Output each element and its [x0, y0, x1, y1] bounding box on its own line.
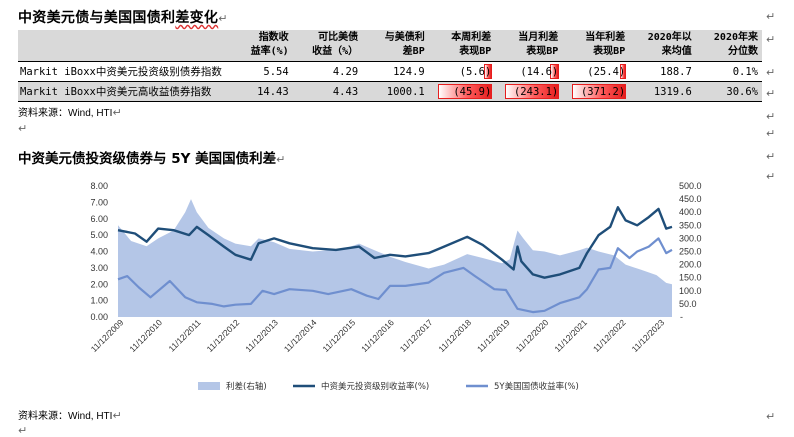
ytd-change-cell: (371.2)	[562, 81, 630, 102]
percentile-cell: 0.1%	[695, 61, 762, 82]
y-right-tick-label: 300.0	[679, 233, 702, 243]
legend-swatch	[198, 382, 220, 390]
yield-cell: 5.54	[226, 61, 293, 82]
yield-cell: 14.43	[226, 81, 293, 102]
ust-yield-cell: 4.43	[292, 81, 363, 102]
y-right-tick-label: -	[680, 312, 683, 322]
chart-source-note: 资料来源：Wind, HTI↵	[18, 409, 122, 422]
header-percentile: 2020年来 分位数	[713, 32, 758, 57]
y-left-tick-label: 8.00	[90, 181, 108, 191]
paragraph-mark: ↵	[18, 424, 28, 437]
y-right-tick-label: 250.0	[679, 247, 702, 257]
header-ytd-change: 当年利差 表现BP	[585, 32, 626, 57]
x-tick-label: 11/12/2009	[89, 317, 126, 354]
paragraph-mark: ↵	[18, 122, 28, 135]
y-right-tick-label: 400.0	[679, 207, 702, 217]
x-tick-label: 11/12/2023	[630, 317, 667, 354]
x-tick-label: 11/12/2019	[475, 317, 512, 354]
y-left-tick-label: 1.00	[90, 296, 108, 306]
legend-item: 利差(右轴)	[198, 381, 267, 392]
x-tick-label: 11/12/2012	[205, 317, 242, 354]
y-right-tick-label: 500.0	[679, 181, 702, 191]
paragraph-mark: ↵	[766, 410, 776, 423]
table-row: Markit iBoxx中资美元高收益债券指数 14.43 4.43 1000.…	[18, 81, 762, 102]
y-left-tick-label: 5.00	[90, 230, 108, 240]
y-left-tick-label: 4.00	[90, 247, 108, 257]
header-spread: 与美债利 差BP	[384, 32, 425, 57]
y-left-tick-label: 7.00	[90, 197, 108, 207]
paragraph-mark: ↵	[766, 10, 776, 23]
spread-table: 指数收 益率(%) 可比美债 收益（%） 与美债利 差BP 本周利差 表现BP 当月利差…	[18, 30, 762, 102]
y-right-tick-label: 450.0	[679, 194, 702, 204]
spread-chart: 0.00 1.00 2.00 3.00 4.00 5.00 6.00 7.00 8.00 - 50…	[89, 181, 702, 392]
paragraph-mark: ↵	[766, 127, 776, 140]
y-right-tick-label: 100.0	[679, 286, 702, 296]
table-source-note: 资料来源：Wind, HTI↵	[18, 106, 122, 119]
month-change-cell: (14.6)	[495, 61, 563, 82]
ust5y-yield-line	[117, 237, 673, 314]
spread-table-title: 中资美元债与美国国债利差变化↵	[18, 10, 228, 26]
chart-title: 中资美元债投资级债券与 5Y 美国国债利差↵	[18, 151, 286, 167]
week-change-cell: (45.9)	[428, 81, 496, 102]
legend-item: 5Y美国国债收益率(%)	[466, 381, 579, 392]
ytd-change-cell: (25.4)	[562, 61, 630, 82]
x-tick-label: 11/12/2017	[398, 317, 435, 354]
week-change-cell: (5.6)	[428, 61, 496, 82]
x-tick-label: 11/12/2018	[436, 317, 473, 354]
x-tick-label: 11/12/2021	[552, 317, 589, 354]
header-week-change: 本周利差 表现BP	[451, 32, 492, 57]
avg-cell: 1319.6	[629, 81, 696, 102]
legend-label: 中资美元投资级别收益率(%)	[321, 381, 429, 392]
header-month-change: 当月利差 表现BP	[518, 32, 559, 57]
x-tick-label: 11/12/2020	[514, 317, 551, 354]
index-name: Markit iBoxx中资美元投资级别债券指数	[18, 61, 227, 82]
header-yield: 指数收 益率(%)	[250, 32, 289, 57]
avg-cell: 188.7	[629, 61, 696, 82]
paragraph-mark: ↵	[766, 170, 776, 183]
index-name: Markit iBoxx中资美元高收益债券指数	[18, 81, 227, 102]
header-avg-since-2020: 2020年以 来均值	[647, 32, 692, 57]
x-tick-label: 11/12/2015	[320, 317, 357, 354]
x-tick-label: 11/12/2011	[166, 317, 202, 353]
x-tick-label: 11/12/2013	[243, 317, 280, 354]
y-left-tick-label: 2.00	[90, 279, 108, 289]
x-tick-label: 11/12/2014	[282, 317, 319, 354]
paragraph-mark: ↵	[766, 150, 776, 163]
ust-yield-cell: 4.29	[292, 61, 363, 82]
legend-item: 中资美元投资级别收益率(%)	[293, 381, 429, 392]
y-right-tick-label: 150.0	[679, 273, 702, 283]
y-left-tick-label: 3.00	[90, 263, 108, 273]
y-right-tick-label: 50.0	[679, 299, 697, 309]
ig-yield-line	[117, 206, 673, 279]
legend-label: 5Y美国国债收益率(%)	[494, 381, 579, 392]
y-left-tick-label: 0.00	[90, 312, 108, 322]
paragraph-mark: ↵	[766, 110, 776, 123]
month-change-cell: (243.1)	[495, 81, 563, 102]
paragraph-mark: ↵	[766, 33, 776, 46]
x-tick-label: 11/12/2010	[127, 317, 164, 354]
spread-area-series	[118, 199, 672, 317]
y-left-tick-label: 6.00	[90, 214, 108, 224]
spread-cell: 124.9	[362, 61, 429, 82]
percentile-cell: 30.6%	[695, 81, 762, 102]
y-right-tick-label: 200.0	[679, 260, 702, 270]
y-right-tick-label: 350.0	[679, 220, 702, 230]
table-header-row: 指数收 益率(%) 可比美债 收益（%） 与美债利 差BP 本周利差 表现BP 当月利差…	[18, 30, 762, 62]
spread-cell: 1000.1	[362, 81, 429, 102]
table-row: Markit iBoxx中资美元投资级别债券指数 5.54 4.29 124.9…	[18, 61, 762, 82]
x-tick-label: 11/12/2022	[591, 317, 628, 354]
paragraph-mark: ↵	[766, 66, 776, 79]
x-tick-label: 11/12/2016	[359, 317, 396, 354]
legend-label: 利差(右轴)	[226, 381, 267, 392]
header-ust-yield: 可比美债 收益（%）	[312, 32, 359, 57]
paragraph-mark: ↵	[766, 87, 776, 100]
